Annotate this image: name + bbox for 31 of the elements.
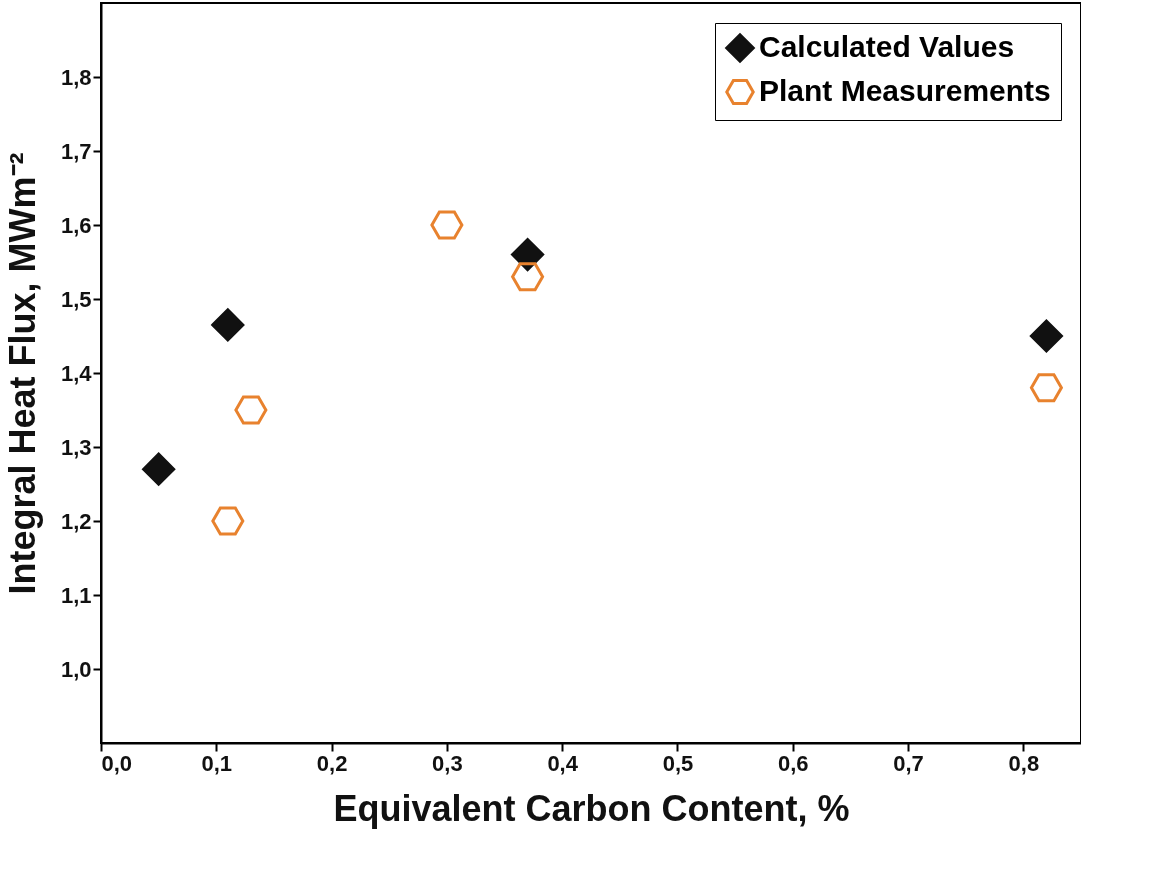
point bbox=[211, 506, 245, 536]
point bbox=[1029, 373, 1063, 403]
y-tick-label: 1,6 bbox=[60, 212, 92, 238]
point bbox=[430, 210, 464, 240]
x-tick-label: 0,8 bbox=[1008, 750, 1040, 776]
point bbox=[234, 395, 268, 425]
legend-label: Plant Measurements bbox=[759, 74, 1051, 107]
y-axis-title: Integral Heat Flux, MWm⁻² bbox=[1, 152, 43, 595]
x-tick-label: 0,7 bbox=[893, 750, 924, 776]
x-tick-label: 0,5 bbox=[662, 750, 694, 776]
point bbox=[511, 262, 545, 292]
x-tick-label: 0,2 bbox=[316, 750, 348, 776]
x-tick-label: 0,6 bbox=[777, 750, 809, 776]
y-tick-label: 1,0 bbox=[60, 656, 92, 682]
point bbox=[142, 452, 176, 486]
y-tick-label: 1,7 bbox=[60, 138, 92, 164]
y-tick-label: 1,3 bbox=[60, 434, 92, 460]
y-tick-label: 1,1 bbox=[60, 582, 92, 608]
point bbox=[1029, 319, 1063, 353]
x-tick-label: 0,0 bbox=[101, 750, 133, 776]
point bbox=[211, 308, 245, 342]
x-axis-title: Equivalent Carbon Content, % bbox=[333, 787, 850, 829]
point bbox=[511, 238, 545, 272]
x-tick-label: 0,3 bbox=[432, 750, 463, 776]
y-tick-label: 1,5 bbox=[60, 286, 92, 312]
x-tick-label: 0,1 bbox=[201, 750, 233, 776]
y-tick-label: 1,4 bbox=[60, 360, 93, 386]
legend-label: Calculated Values bbox=[759, 30, 1015, 63]
y-tick-label: 1,8 bbox=[60, 64, 92, 90]
y-tick-label: 1,2 bbox=[60, 508, 92, 534]
x-tick-label: 0,4 bbox=[547, 750, 579, 776]
